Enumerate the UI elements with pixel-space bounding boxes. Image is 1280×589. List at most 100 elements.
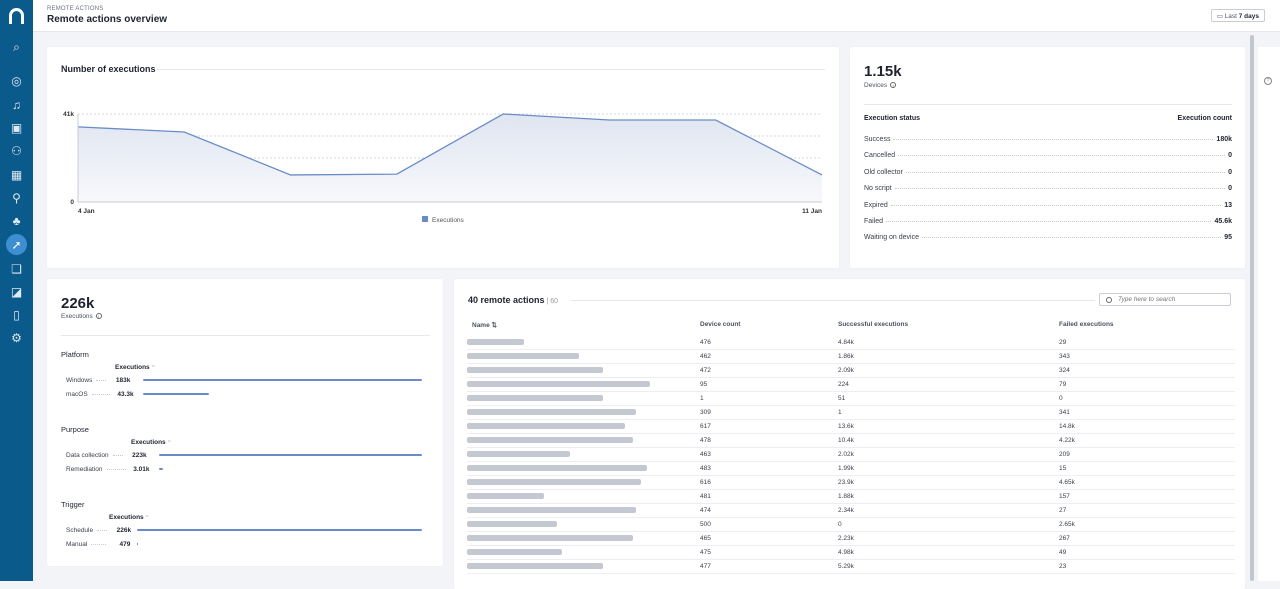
column-name[interactable]: Name ⇅ (472, 321, 497, 329)
date-range-button[interactable]: ▭ Last 7 days (1211, 9, 1265, 22)
redacted-name (467, 395, 603, 401)
compass-icon[interactable]: ◎ (6, 70, 27, 91)
failed-executions: 343 (1059, 353, 1070, 360)
redacted-name (467, 521, 557, 527)
edit-chart-icon[interactable]: ◪ (6, 281, 27, 302)
column-successful-executions[interactable]: Successful executions (838, 321, 908, 328)
redacted-name (467, 381, 650, 387)
scrollbar[interactable] (1250, 35, 1254, 581)
successful-executions: 2.02k (838, 451, 854, 458)
status-row: Success 180k (864, 136, 1232, 143)
book-icon[interactable]: ▯ (6, 304, 27, 325)
column-device-count[interactable]: Device count (700, 321, 740, 328)
campfire-icon[interactable]: ♣ (6, 210, 27, 231)
failed-executions: 341 (1059, 409, 1070, 416)
gear-icon[interactable]: ⚙ (6, 327, 27, 348)
chat-icon[interactable]: ❏ (6, 258, 27, 279)
column-failed-executions[interactable]: Failed executions (1059, 321, 1114, 328)
failed-executions: 49 (1059, 549, 1066, 556)
monitor-chart-icon[interactable]: ▣ (6, 117, 27, 138)
device-count: 95 (700, 381, 707, 388)
status-label: Waiting on device (864, 234, 919, 241)
users-icon[interactable]: ⚇ (6, 140, 27, 161)
leader-dots (886, 221, 1211, 222)
row-label: Manual (66, 541, 87, 548)
device-count: 475 (700, 549, 711, 556)
group-column-header[interactable]: Executions ⁼ (131, 438, 171, 446)
redacted-name (467, 535, 633, 541)
breakdown-row[interactable]: Windows 183k (66, 375, 130, 385)
group-column-header[interactable]: Executions ⁼ (115, 363, 155, 371)
device-count: 478 (700, 437, 711, 444)
failed-executions: 29 (1059, 339, 1066, 346)
y-tick-label: 41k (63, 111, 74, 118)
status-count: 180k (1216, 136, 1232, 143)
range-prefix: Last (1225, 13, 1239, 20)
divider (61, 335, 430, 336)
row-value: 183k (110, 377, 130, 384)
successful-executions: 23.9k (838, 479, 854, 486)
y-tick-label: 0 (70, 199, 74, 206)
divider (864, 104, 1232, 105)
right-panel: ? (1258, 47, 1280, 581)
rocket-icon[interactable]: ➚ (6, 234, 27, 255)
info-icon[interactable]: i (96, 313, 102, 319)
device-count: 462 (700, 353, 711, 360)
search-input[interactable]: Type here to search (1099, 293, 1231, 306)
grid-icon[interactable]: ▦ (6, 164, 27, 185)
breadcrumb[interactable]: REMOTE ACTIONS (47, 6, 103, 12)
legend-label[interactable]: Executions (432, 217, 465, 224)
row-label: Windows (66, 377, 92, 384)
table-row[interactable]: 462 1.86k 343 (467, 350, 1235, 364)
remote-actions-table-card: 40 remote actions | 60 Type here to sear… (454, 279, 1245, 589)
sort-icon[interactable]: ⇅ (492, 322, 497, 329)
info-icon[interactable]: i (890, 82, 896, 88)
successful-executions: 1.86k (838, 353, 854, 360)
search-users-icon[interactable]: ⚲ (6, 187, 27, 208)
status-label: Success (864, 136, 890, 143)
successful-executions: 10.4k (838, 437, 854, 444)
redacted-name (467, 423, 625, 429)
row-label: Schedule (66, 527, 93, 534)
group-column-header[interactable]: Executions ⁼ (109, 513, 149, 521)
failed-executions: 209 (1059, 451, 1070, 458)
logo[interactable] (9, 8, 24, 24)
device-count: 465 (700, 535, 711, 542)
x-tick-label: 11 Jan (802, 208, 822, 215)
successful-executions: 13.6k (838, 423, 854, 430)
failed-executions: 15 (1059, 465, 1066, 472)
device-count: 616 (700, 479, 711, 486)
redacted-name (467, 493, 544, 499)
devices-value: 1.15k (864, 63, 902, 80)
help-icon[interactable]: ? (1264, 77, 1272, 85)
group-title: Trigger (61, 500, 84, 509)
search-icon[interactable]: ⌕ (6, 37, 27, 58)
leader-dots (893, 139, 1213, 140)
bell-icon[interactable]: ♫ (6, 94, 27, 115)
